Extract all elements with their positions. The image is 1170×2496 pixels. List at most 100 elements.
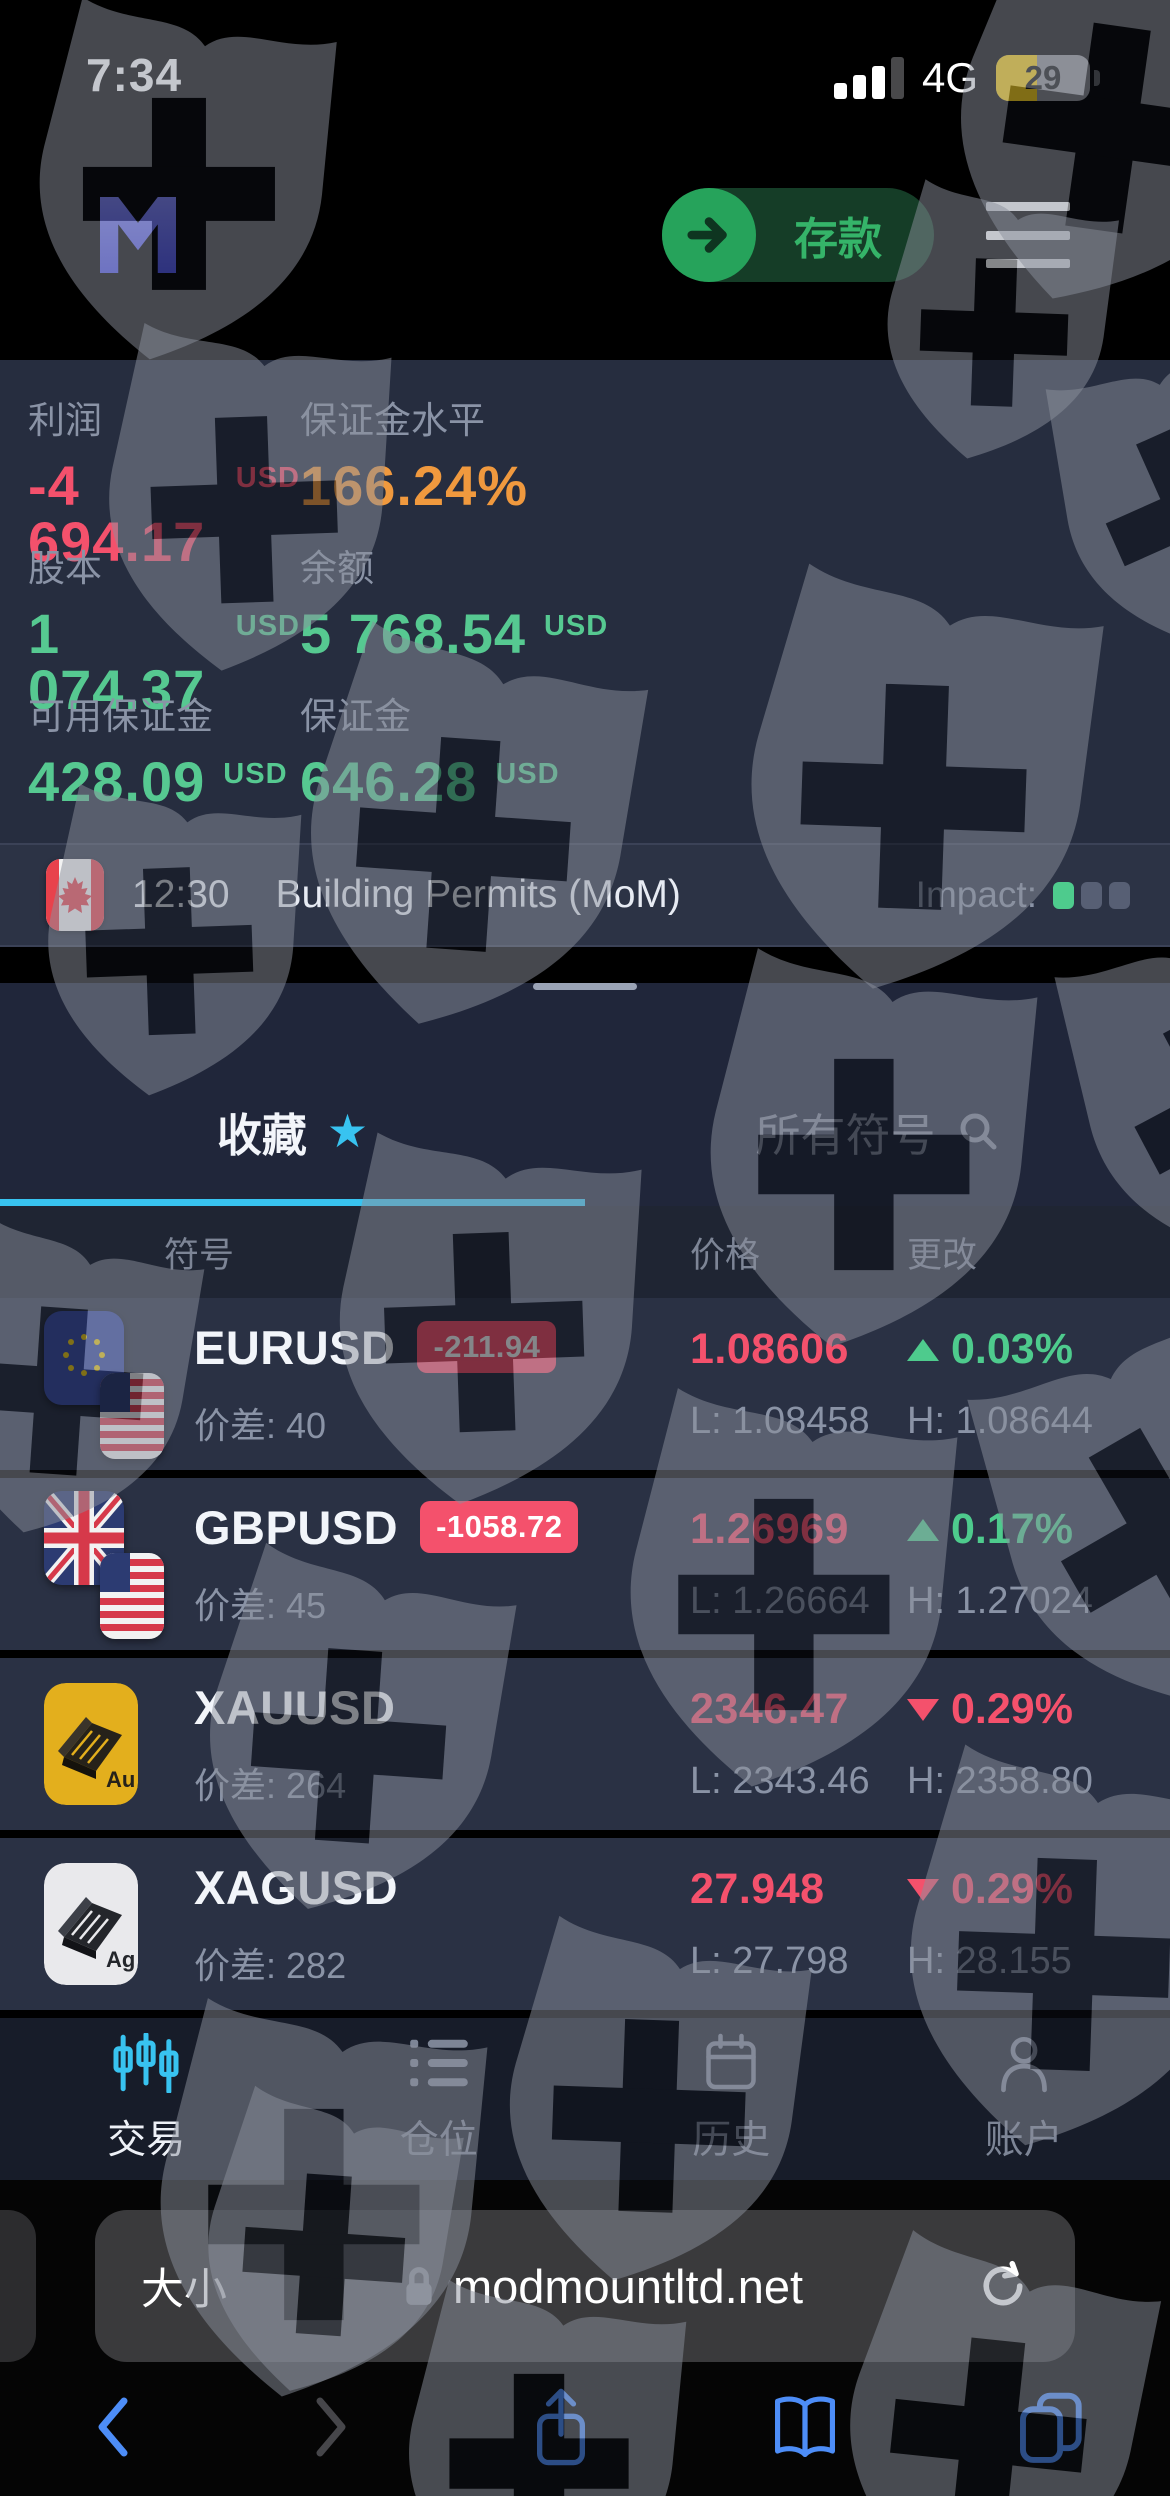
watchlist-tabs: 收藏 ★ 所有符号 — [0, 1056, 1170, 1206]
bottom-navigation: 交易 仓位 历史 — [0, 2018, 1170, 2180]
battery-icon: 29 — [996, 55, 1090, 101]
metric-margin: 保证金 646.28 USD — [300, 696, 560, 813]
direction-arrow-icon — [907, 1338, 939, 1361]
bookmarks-icon[interactable] — [769, 2391, 841, 2463]
search-icon — [960, 1113, 996, 1150]
symbol-name: GBPUSD — [194, 1500, 399, 1554]
list-icon — [407, 2033, 471, 2093]
impact-indicator — [1053, 881, 1130, 909]
share-icon[interactable] — [529, 2386, 593, 2468]
svg-text:Au: Au — [106, 1767, 135, 1792]
low-value: L: 2343.46 — [690, 1760, 870, 1802]
spread: 价差: 45 — [194, 1584, 327, 1626]
impact-dot — [1053, 881, 1074, 909]
nav-trade[interactable]: 交易 — [0, 2018, 293, 2180]
column-change: 更改 — [907, 1235, 978, 1275]
gold-icon: Au — [44, 1669, 194, 1819]
nav-positions[interactable]: 仓位 — [293, 2018, 586, 2180]
nav-history[interactable]: 历史 — [585, 2018, 878, 2180]
star-icon: ★ — [326, 1105, 369, 1157]
metric-equity: 股本 1 074.37 USD — [28, 548, 300, 721]
watchlist-section: 收藏 ★ 所有符号 — [0, 983, 1170, 1206]
price: 27.948 — [690, 1865, 825, 1913]
news-title: Building Permits (MoM) — [275, 873, 681, 916]
deposit-arrow-icon — [662, 188, 756, 282]
table-row-xauusd[interactable]: Au XAUUSD 价差: 264 2346.47 L: 2343.46 0.2… — [0, 1658, 1170, 1830]
tab-favorites[interactable]: 收藏 ★ — [0, 1056, 585, 1206]
address-bar[interactable]: 大小 modmountltd.net — [95, 2210, 1075, 2362]
change-percent: 0.29% — [907, 1685, 1140, 1734]
impact-label: Impact: — [915, 874, 1037, 915]
modmount-logo-icon — [100, 197, 176, 273]
symbol-name: EURUSD — [194, 1320, 396, 1374]
economic-news-bar[interactable]: 12:30 Building Permits (MoM) Impact: — [0, 843, 1170, 947]
signal-strength-icon — [833, 57, 904, 99]
reload-button[interactable] — [977, 2260, 1029, 2312]
symbol-name: XAUUSD — [194, 1680, 396, 1734]
metric-free-margin: 可用保证金 428.09 USD — [28, 696, 288, 813]
nav-account[interactable]: 账户 — [878, 2018, 1170, 2180]
low-value: L: 1.26664 — [690, 1580, 870, 1622]
column-symbol: 符号 — [164, 1235, 235, 1275]
candlestick-icon — [110, 2033, 182, 2093]
adjacent-tab-peek[interactable] — [0, 2210, 36, 2362]
price: 1.26969 — [690, 1505, 849, 1553]
change-percent: 0.29% — [907, 1865, 1140, 1914]
calendar-icon — [701, 2033, 761, 2093]
tab-all-symbols[interactable]: 所有符号 — [585, 1056, 1170, 1206]
metric-balance: 余额 5 768.54 USD — [300, 548, 609, 665]
high-value: H: 28.155 — [907, 1940, 1072, 1982]
high-value: H: 1.08644 — [907, 1400, 1093, 1442]
menu-button[interactable] — [986, 202, 1070, 268]
back-button[interactable] — [90, 2395, 134, 2459]
gbpusd-flags-icon — [44, 1489, 194, 1639]
table-header: 符号 价格 更改 — [0, 1206, 1170, 1298]
clock: 7:34 — [86, 49, 183, 101]
direction-arrow-icon — [907, 1878, 939, 1901]
metric-margin-level: 保证金水平 166.24% — [300, 400, 529, 517]
symbol-name: XAGUSD — [194, 1860, 399, 1914]
forward-button[interactable] — [310, 2395, 354, 2459]
battery-percent: 29 — [1024, 59, 1062, 96]
spread: 价差: 40 — [194, 1404, 327, 1446]
lock-icon — [406, 2267, 432, 2305]
app-header: 存款 — [0, 110, 1170, 360]
news-time: 12:30 — [132, 873, 230, 916]
font-size-button[interactable]: 大小 — [141, 2255, 227, 2317]
price: 2346.47 — [690, 1685, 849, 1733]
canada-flag-icon — [46, 859, 104, 931]
table-row-xagusd[interactable]: Ag XAGUSD 价差: 282 27.948 L: 27.798 0.29%… — [0, 1838, 1170, 2010]
person-icon — [995, 2033, 1053, 2093]
status-bar: 7:34 4G 29 — [0, 0, 1170, 110]
high-value: H: 2358.80 — [907, 1760, 1093, 1802]
deposit-button[interactable]: 存款 — [662, 188, 934, 282]
pl-badge: -211.94 — [417, 1321, 557, 1373]
silver-icon: Ag — [44, 1849, 194, 1999]
network-type: 4G — [921, 54, 978, 101]
pl-badge: -1058.72 — [420, 1501, 579, 1553]
low-value: L: 1.08458 — [690, 1400, 870, 1442]
tabs-icon[interactable] — [1016, 2389, 1084, 2465]
account-summary: 利润 -4 694.17 USD 保证金水平 166.24% 股本 1 074.3… — [0, 360, 1170, 843]
table-row-eurusd[interactable]: EURUSD -211.94 价差: 40 1.08606 L: 1.08458… — [0, 1298, 1170, 1470]
svg-text:Ag: Ag — [106, 1947, 135, 1972]
eurusd-flags-icon — [44, 1309, 194, 1459]
browser-chrome: 大小 modmountltd.net — [0, 2180, 1170, 2496]
column-price: 价格 — [690, 1235, 761, 1275]
spread: 价差: 264 — [194, 1764, 347, 1806]
impact-dot — [1109, 881, 1130, 909]
change-percent: 0.03% — [907, 1325, 1140, 1374]
browser-toolbar — [0, 2366, 1170, 2468]
spread: 价差: 282 — [194, 1944, 347, 1986]
high-value: H: 1.27024 — [907, 1580, 1093, 1622]
change-percent: 0.17% — [907, 1505, 1140, 1554]
low-value: L: 27.798 — [690, 1940, 849, 1982]
drag-handle[interactable] — [533, 983, 637, 990]
impact-dot — [1081, 881, 1102, 909]
metric-profit: 利润 -4 694.17 USD — [28, 400, 300, 573]
table-row-gbpusd[interactable]: GBPUSD -1058.72 价差: 45 1.26969 L: 1.2666… — [0, 1478, 1170, 1650]
direction-arrow-icon — [907, 1698, 939, 1721]
direction-arrow-icon — [907, 1518, 939, 1541]
price: 1.08606 — [690, 1325, 849, 1373]
